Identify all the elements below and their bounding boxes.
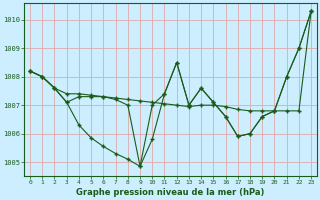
X-axis label: Graphe pression niveau de la mer (hPa): Graphe pression niveau de la mer (hPa)	[76, 188, 265, 197]
